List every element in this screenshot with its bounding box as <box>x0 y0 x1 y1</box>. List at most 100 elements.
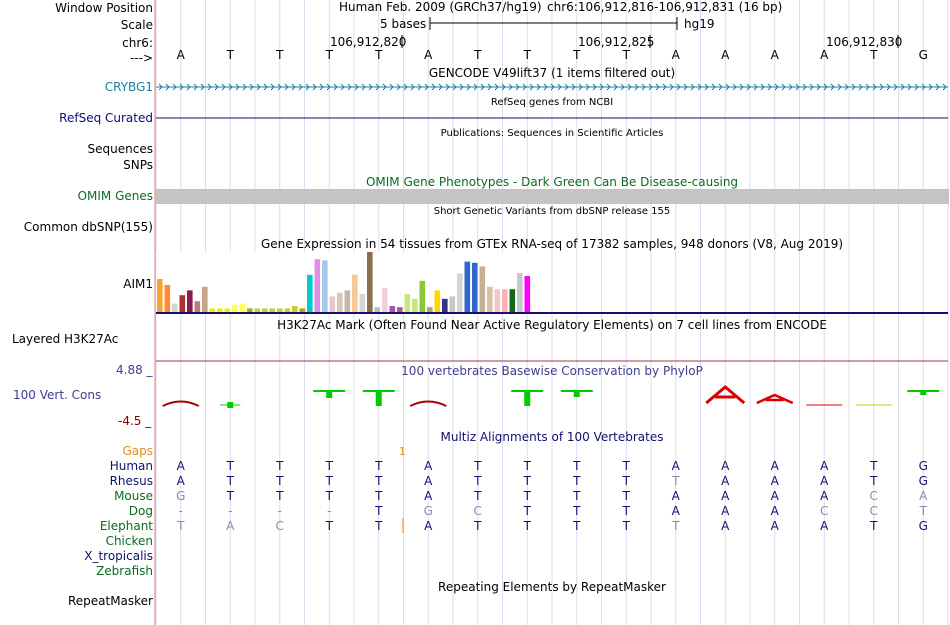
gencode-chevron <box>550 83 555 91</box>
gencode-chevron <box>914 83 919 91</box>
gencode-chevron <box>697 83 702 91</box>
track-label-gtex[interactable]: AIM1 <box>123 277 153 291</box>
track-label-repeatmasker[interactable]: RepeatMasker <box>67 594 153 608</box>
track-label-phylop[interactable]: 100 Vert. Cons <box>13 388 102 402</box>
alignment-base: A <box>919 489 928 503</box>
gtex-bar <box>239 303 246 312</box>
gencode-chevron <box>193 83 198 91</box>
gencode-chevron <box>704 83 709 91</box>
phylop-max-label: 4.88 _ <box>116 363 153 377</box>
gencode-chevron <box>620 83 625 91</box>
gencode-chevron <box>256 83 261 91</box>
alignment-base: T <box>672 519 680 533</box>
alignment-base: T <box>474 519 482 533</box>
scale-text: 5 bases <box>380 17 427 31</box>
alignment-base: C <box>275 519 284 533</box>
gtex-bar <box>344 290 351 312</box>
gencode-chevron <box>522 83 527 91</box>
alignment-base: T <box>177 519 185 533</box>
species-label[interactable]: X_tropicalis <box>84 549 153 563</box>
gencode-chevron <box>333 83 338 91</box>
gencode-chevron <box>830 83 835 91</box>
gencode-chevron <box>368 83 373 91</box>
alignment-base: T <box>573 459 581 473</box>
gencode-chevron <box>613 83 618 91</box>
dbsnp-title: Short Genetic Variants from dbSNP releas… <box>433 206 671 217</box>
alignment-base: T <box>622 504 630 518</box>
assembly-text: Human Feb. 2009 (GRCh37/hg19) <box>339 0 542 14</box>
strand-arrow-label: ---> <box>129 51 153 65</box>
gtex-bar <box>397 307 403 312</box>
phylop-glyph-top <box>313 390 346 392</box>
alignment-base: C <box>869 504 878 518</box>
gencode-chevron <box>564 83 569 91</box>
track-label-omim[interactable]: OMIM Genes <box>77 189 153 203</box>
base-letter: A <box>770 48 779 62</box>
track-label-dbsnp[interactable]: Common dbSNP(155) <box>23 220 153 234</box>
gencode-chevron <box>270 83 275 91</box>
gencode-chevron <box>179 83 184 91</box>
gtex-bar <box>374 307 381 312</box>
gencode-chevron <box>431 83 436 91</box>
base-letter: A <box>424 48 433 62</box>
track-label-h3k27ac[interactable]: Layered H3K27Ac <box>12 332 119 346</box>
gencode-chevron <box>732 83 737 91</box>
species-label[interactable]: Chicken <box>105 534 153 548</box>
alignment-base: A <box>770 504 779 518</box>
alignment-base: A <box>770 474 779 488</box>
alignment-base: A <box>770 489 779 503</box>
position-text[interactable]: chr6:106,912,816-106,912,831 (16 bp) <box>547 0 783 14</box>
alignment-base: C <box>820 504 829 518</box>
omim-bar <box>156 189 949 204</box>
track-label-gencode[interactable]: CRYBG1 <box>104 80 153 94</box>
alignment-base: G <box>918 474 928 488</box>
gencode-chevron <box>718 83 723 91</box>
gencode-chevron <box>396 83 401 91</box>
alignment-base: T <box>622 489 630 503</box>
species-label[interactable]: Dog <box>128 504 153 518</box>
alignment-base: A <box>424 489 433 503</box>
alignment-base: A <box>721 519 730 533</box>
phylop-glyph-top <box>511 390 544 392</box>
base-letter: T <box>622 48 630 62</box>
gencode-chevron <box>410 83 415 91</box>
species-label[interactable]: Mouse <box>114 489 153 503</box>
gtex-bar <box>217 308 223 312</box>
base-letter: A <box>820 48 829 62</box>
h3k27ac-title: H3K27Ac Mark (Often Found Near Active Re… <box>277 318 827 332</box>
gencode-chevron <box>326 83 331 91</box>
track-label-refseq[interactable]: RefSeq Curated <box>59 111 153 125</box>
gaps-label: Gaps <box>122 444 153 458</box>
gencode-chevron <box>711 83 716 91</box>
gtex-bar <box>509 289 516 312</box>
gtex-bar <box>232 304 238 312</box>
gencode-chevron <box>487 83 492 91</box>
alignment-base: - <box>327 504 332 518</box>
gencode-chevron <box>900 83 905 91</box>
species-label[interactable]: Elephant <box>99 519 153 533</box>
gencode-chevron <box>452 83 457 91</box>
species-label[interactable]: Human <box>109 459 153 473</box>
alignment-base: T <box>276 459 284 473</box>
alignment-base: T <box>622 519 630 533</box>
species-label[interactable]: Rhesus <box>109 474 153 488</box>
alignment-base: T <box>226 489 234 503</box>
alignment-base: T <box>474 459 482 473</box>
phylop-glyph-top <box>362 390 395 392</box>
gencode-chevron <box>739 83 744 91</box>
coord-label-3: 106,912,830 <box>826 35 903 49</box>
gencode-chevron <box>669 83 674 91</box>
gtex-bar <box>442 298 448 312</box>
phylop-glyph-a <box>756 393 794 405</box>
track-label-sequences[interactable]: Sequences <box>87 142 153 156</box>
base-letter: T <box>870 48 878 62</box>
gtex-bar <box>209 308 216 312</box>
phylop-arc <box>409 400 447 407</box>
gencode-chevron <box>305 83 310 91</box>
base-letter: T <box>474 48 482 62</box>
gtex-bar <box>329 296 336 312</box>
gencode-chevron <box>879 83 884 91</box>
gencode-chevron <box>578 83 583 91</box>
species-label[interactable]: Zebrafish <box>96 564 153 578</box>
track-label-snps[interactable]: SNPs <box>123 158 153 172</box>
